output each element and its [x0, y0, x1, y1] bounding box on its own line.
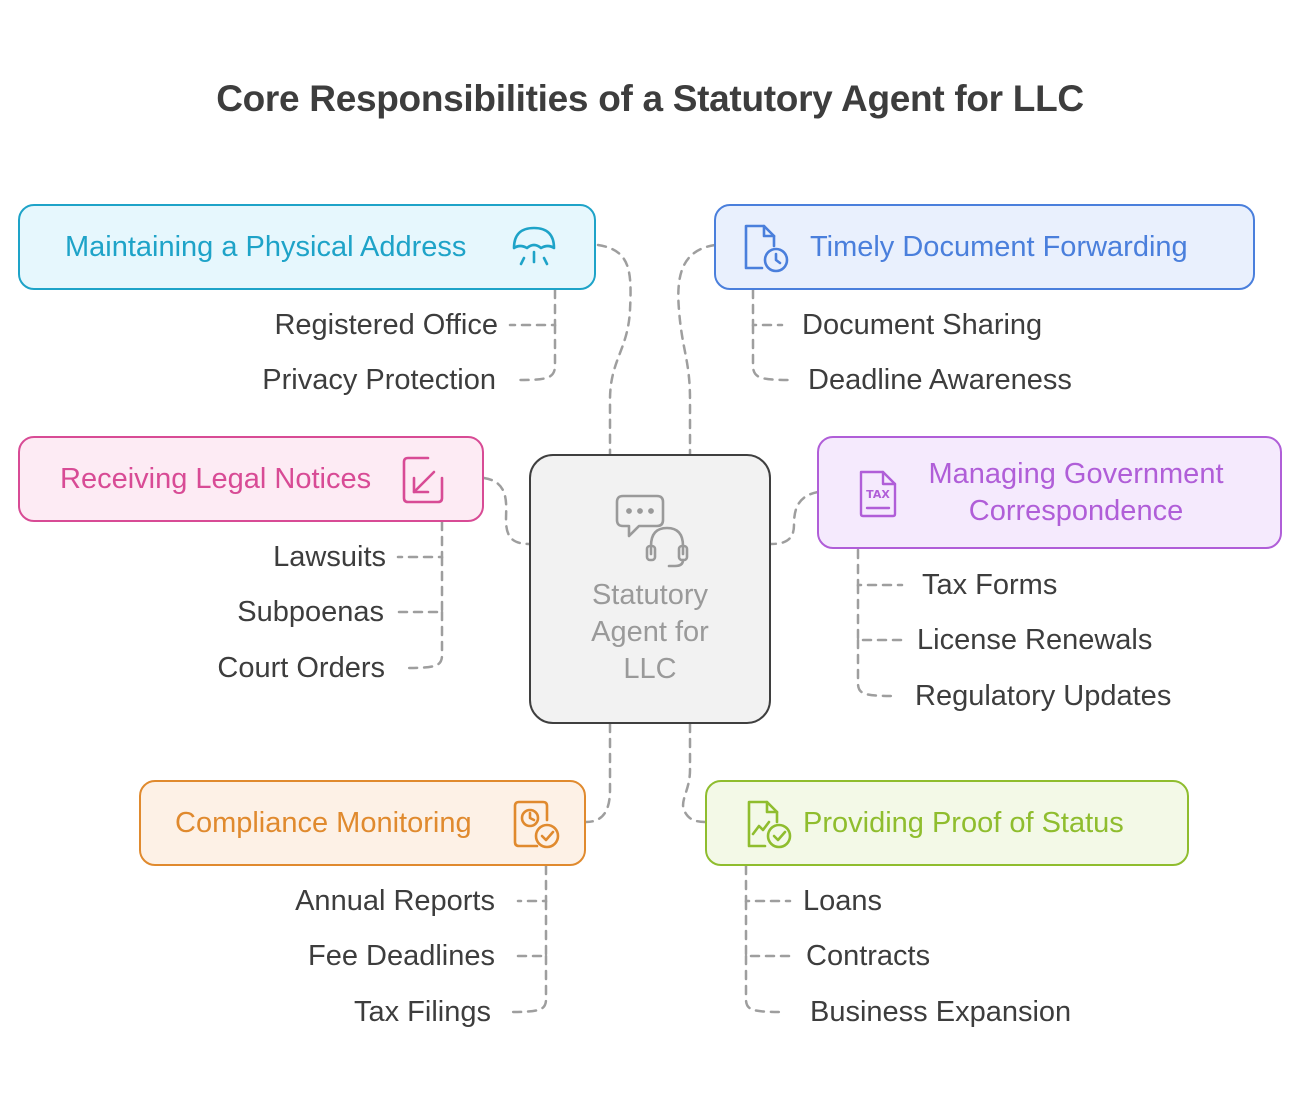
- center-label-line: Agent for: [591, 616, 709, 648]
- branch-label-line: Managing Government: [928, 458, 1224, 490]
- list-item: Business Expansion: [810, 996, 1072, 1028]
- list-item: Regulatory Updates: [915, 680, 1172, 712]
- center-label-line: LLC: [623, 653, 677, 685]
- branch-label: Providing Proof of Status: [803, 806, 1124, 839]
- branch-label: Compliance Monitoring: [175, 806, 472, 839]
- connector-center-physical-address: [596, 243, 632, 458]
- tax-document-icon: TAX: [859, 470, 897, 518]
- list-item: Registered Office: [274, 309, 498, 341]
- list-item: Contracts: [806, 940, 931, 972]
- connector-center-proof-of-status: [681, 722, 708, 824]
- list-item: Document Sharing: [802, 309, 1043, 341]
- branch-proof-of-status: Providing Proof of Status: [705, 780, 1189, 866]
- list-item: Tax Filings: [354, 996, 491, 1028]
- compliance-check-icon: [513, 800, 560, 849]
- center-node: Statutory Agent for LLC: [529, 454, 771, 724]
- list-item: Tax Forms: [922, 569, 1058, 601]
- list-item: Court Orders: [217, 652, 385, 684]
- branch-label: Receiving Legal Notices: [60, 462, 372, 495]
- list-item: Fee Deadlines: [308, 940, 495, 972]
- chat-support-icon: [615, 494, 689, 568]
- connector-center-legal-notices: [482, 476, 533, 546]
- branch-physical-address: Maintaining a Physical Address: [18, 204, 596, 290]
- branch-compliance-monitoring: Compliance Monitoring: [139, 780, 586, 866]
- list-item: Deadline Awareness: [808, 364, 1072, 396]
- list-item: Subpoenas: [237, 596, 384, 628]
- inbox-arrow-icon: [402, 456, 444, 504]
- branch-label: Maintaining a Physical Address: [65, 230, 467, 263]
- connector-center-document-forwarding: [677, 243, 717, 458]
- branch-label: Timely Document Forwarding: [810, 230, 1188, 263]
- list-item: License Renewals: [917, 624, 1153, 656]
- center-label: Statutory Agent for LLC: [531, 577, 769, 688]
- document-clock-icon: [744, 224, 789, 273]
- svg-text:TAX: TAX: [866, 488, 890, 501]
- list-item: Annual Reports: [295, 885, 495, 917]
- list-item: Privacy Protection: [262, 364, 496, 396]
- branch-government-correspondence: TAX Managing Government Correspondence: [817, 436, 1282, 549]
- branch-document-forwarding: Timely Document Forwarding: [714, 204, 1255, 290]
- list-item: Lawsuits: [273, 541, 386, 573]
- center-label-line: Statutory: [591, 579, 709, 611]
- branch-legal-notices: Receiving Legal Notices: [18, 436, 484, 522]
- branch-label: Managing Government Correspondence: [911, 456, 1241, 530]
- connector-center-compliance-monitoring: [584, 722, 612, 824]
- umbrella-icon: [512, 226, 556, 266]
- branch-label-line: Correspondence: [968, 495, 1184, 527]
- connector-center-government-correspondence: [769, 490, 820, 546]
- chart-check-icon: [747, 800, 792, 849]
- diagram-title: Core Responsibilities of a Statutory Age…: [216, 78, 1084, 119]
- list-item: Loans: [803, 885, 883, 917]
